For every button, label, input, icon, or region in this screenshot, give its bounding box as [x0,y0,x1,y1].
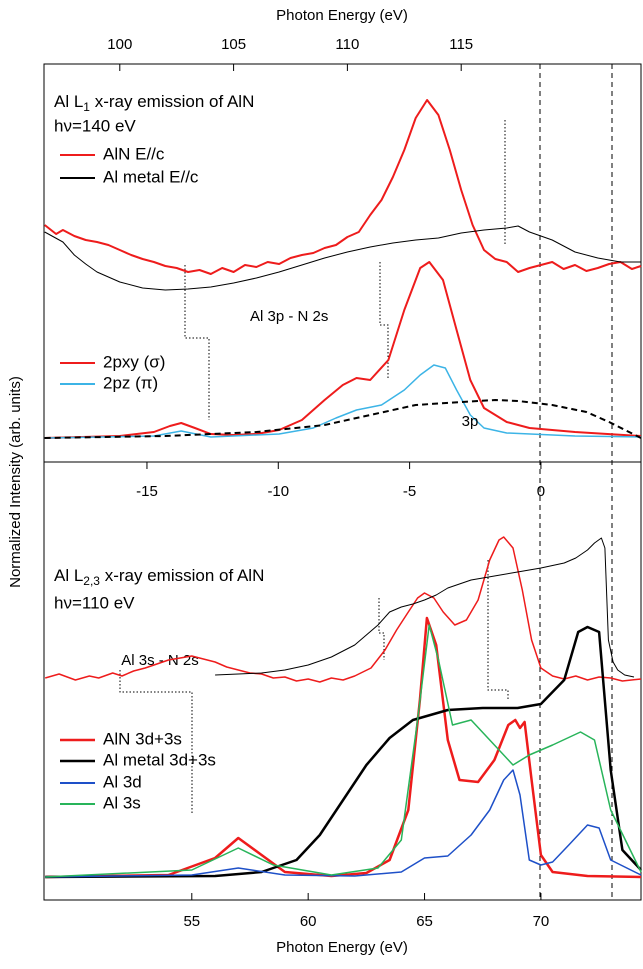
legend-label: 2pxy (σ) [103,352,165,371]
legend-label: AlN E//c [103,144,165,163]
connector [184,265,210,420]
title-part: Al L [54,92,83,111]
spectrum-line [215,537,635,678]
title-sub: 2,3 [83,574,100,588]
legend-label: Al 3d [103,772,142,791]
connector [378,598,385,660]
x-tick-label: 70 [533,913,550,930]
connector [119,670,193,815]
spectrum-line [44,99,642,275]
x2-tick-label: -10 [267,483,289,500]
annotation: Al 3s - N 2s [121,652,199,669]
spectrum-line [44,536,642,683]
legend-label: Al 3s [103,793,141,812]
legend-label: Al metal E//c [103,167,199,186]
x-axis-title: Photon Energy (eV) [276,7,408,24]
spectrum-line [44,261,642,439]
x2-tick-label: 0 [537,483,545,500]
x-tick-label: 60 [300,913,317,930]
spectrum-line [45,625,642,879]
x-tick-label: 55 [183,913,200,930]
x-tick-label: 100 [107,36,132,53]
x-axis-title: Photon Energy (eV) [276,939,408,956]
x-tick-label: 110 [335,36,359,53]
title-part: Al L [54,566,83,585]
legend-label: AlN 3d+3s [103,729,182,748]
connector [487,560,509,700]
y-axis-title: Normalized Intensity (arb. units) [7,376,24,588]
panel-title: Al L2,3 x-ray emission of AlN [54,566,264,588]
spectrum-line [44,399,642,439]
plot-frame [43,63,642,901]
x2-tick-label: -15 [136,483,158,500]
spectrum-line [45,624,642,878]
legend-label: Al metal 3d+3s [103,750,216,769]
annotation: Al 3p - N 2s [250,308,328,325]
curve-label: 3p [462,413,479,430]
spectrum-line [44,225,641,291]
x-tick-label: 105 [221,36,246,53]
x2-tick-label: -5 [403,483,416,500]
panel-title: Al L1 x-ray emission of AlN [54,92,254,114]
spectrum-line [45,616,642,879]
title-sub: 1 [83,100,90,114]
x-tick-label: 65 [416,913,433,930]
x-tick-label: 115 [449,36,473,53]
panel-subtitle: hν=140 eV [54,116,136,135]
spectrum-line [44,364,642,439]
connector [379,262,389,380]
panel-subtitle: hν=110 eV [54,593,135,612]
legend-label: 2pz (π) [103,373,158,392]
spectrum-line [45,769,642,878]
title-part: x-ray emission of AlN [100,566,264,585]
title-part: x-ray emission of AlN [90,92,254,111]
